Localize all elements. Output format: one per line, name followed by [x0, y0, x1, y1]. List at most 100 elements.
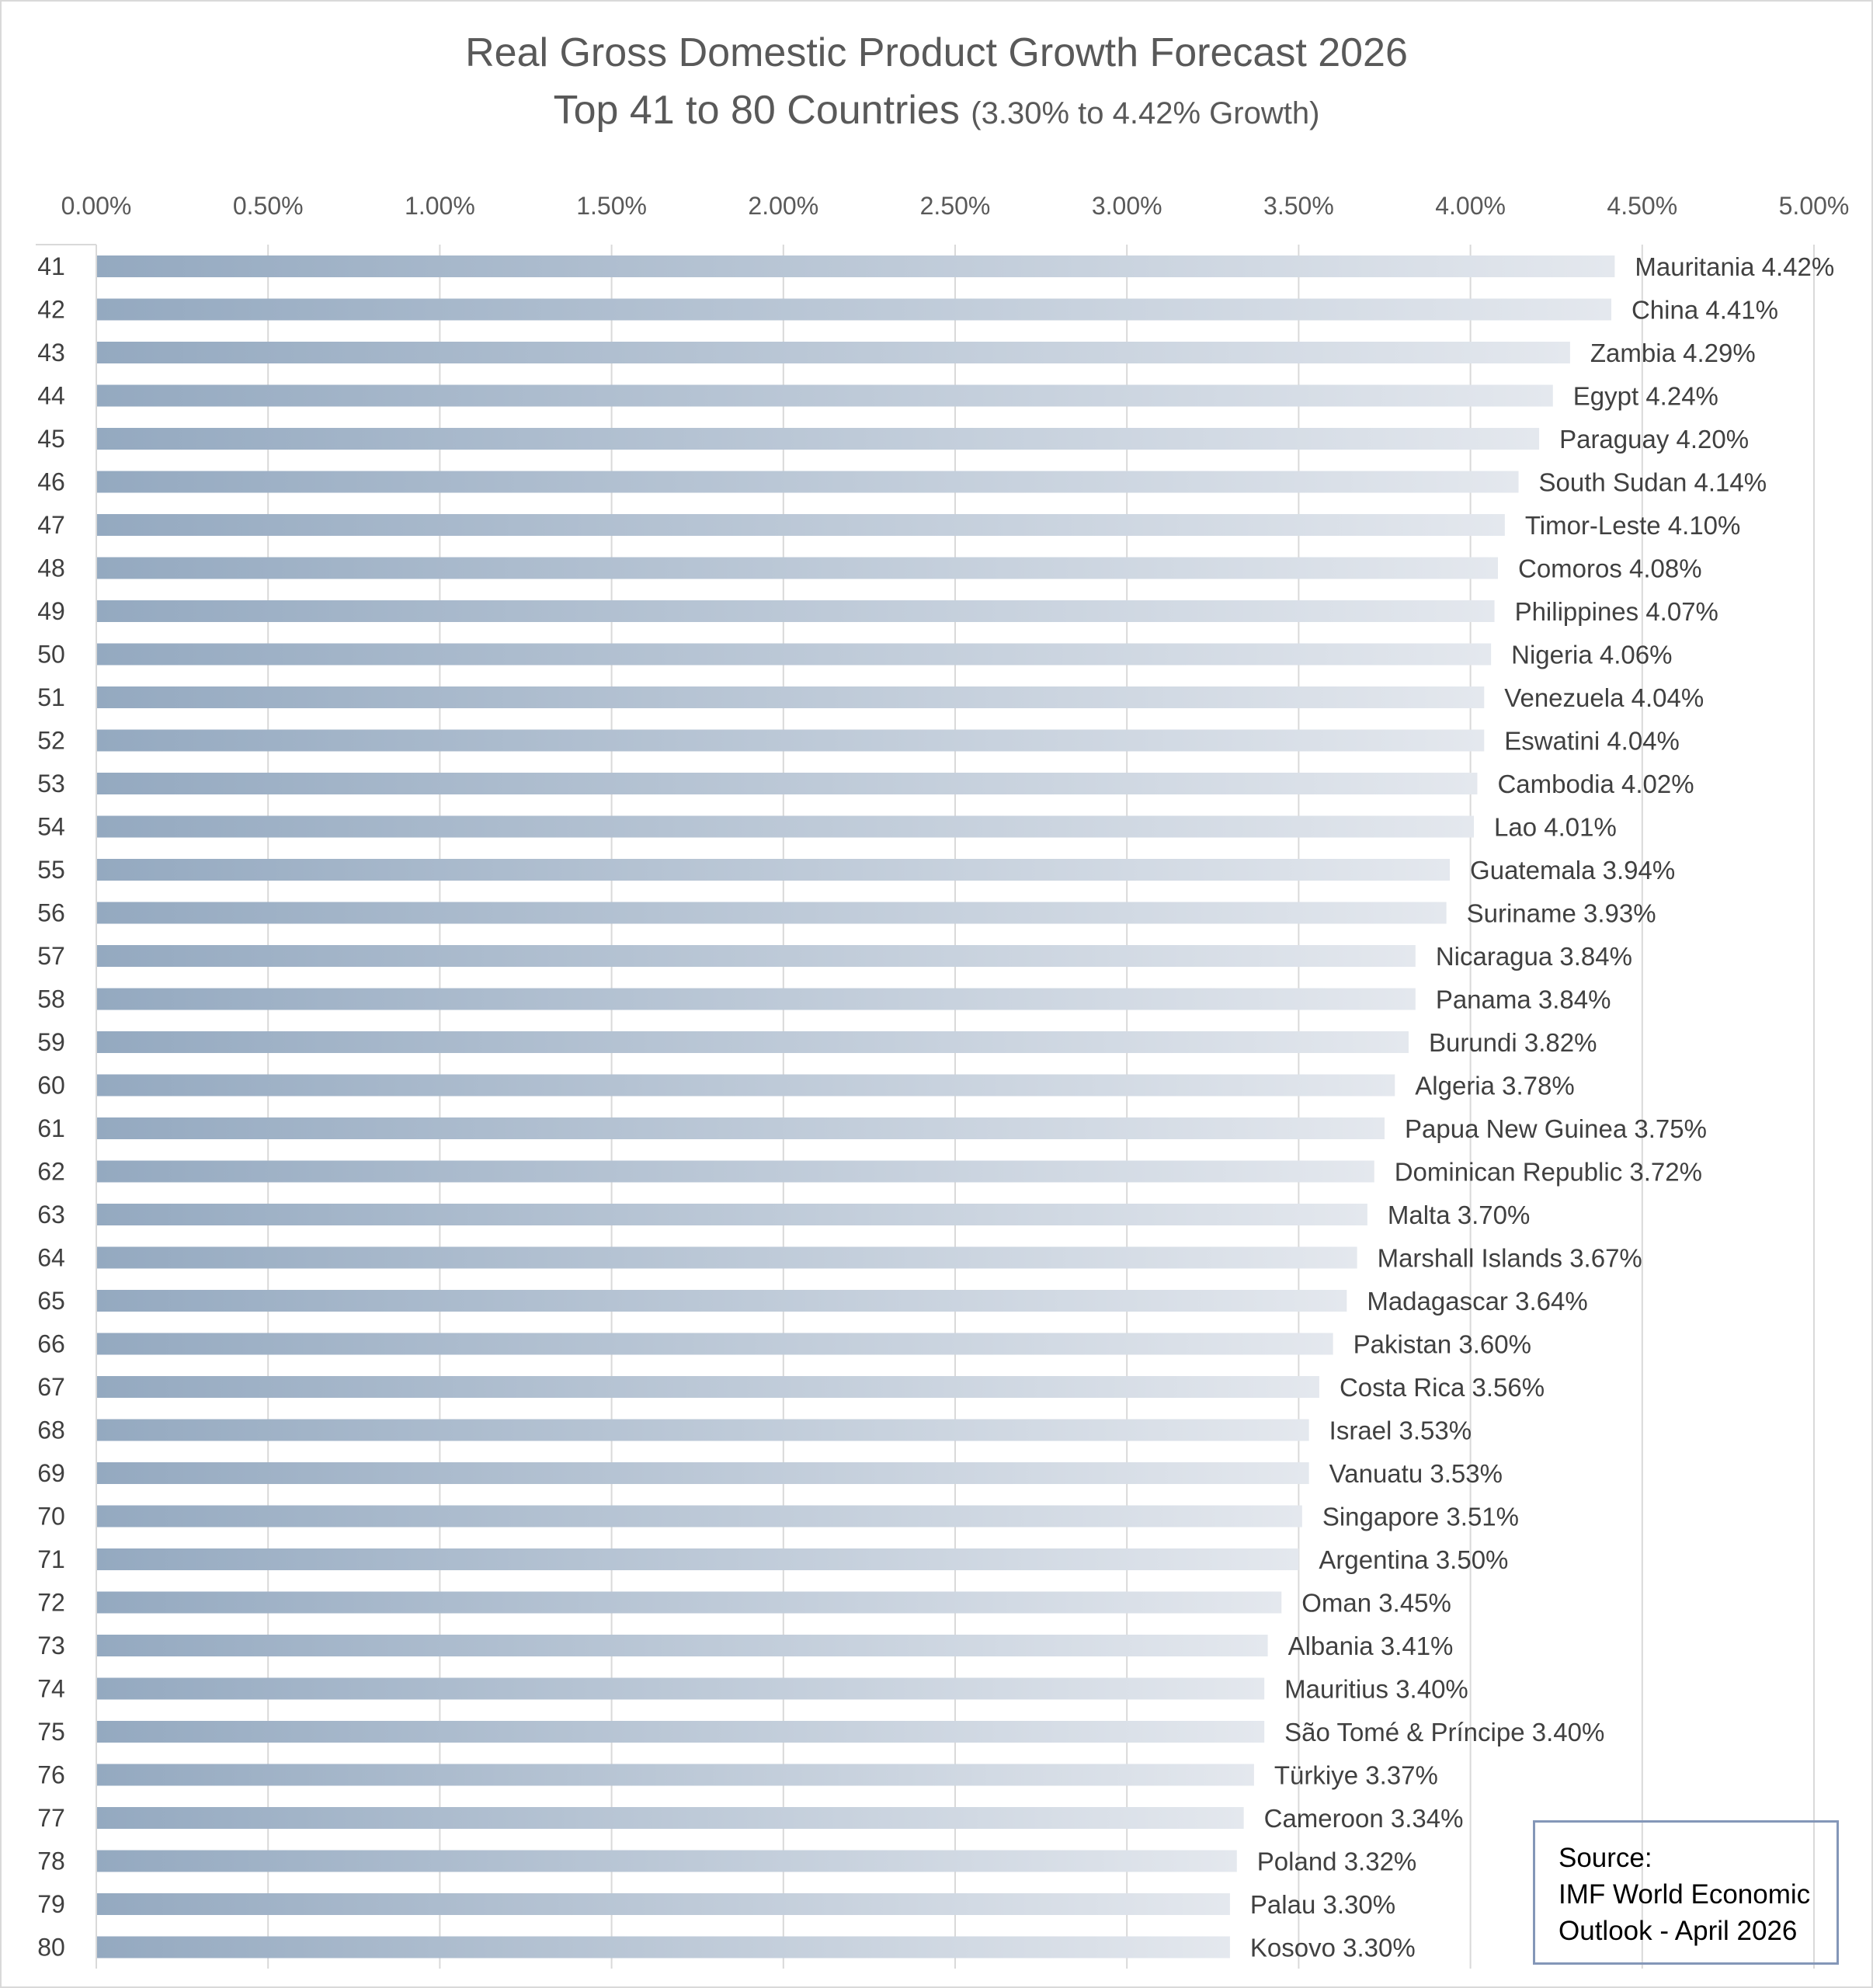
data-label: Papua New Guinea 3.75% [1405, 1114, 1707, 1143]
rank-label: 66 [37, 1330, 65, 1358]
bar [97, 988, 1416, 1010]
x-tick-label: 0.50% [233, 192, 304, 220]
data-label: South Sudan 4.14% [1539, 468, 1767, 497]
rank-label: 76 [37, 1761, 65, 1789]
data-label: Philippines 4.07% [1515, 597, 1718, 626]
data-label: Marshall Islands 3.67% [1378, 1244, 1642, 1273]
rank-label: 74 [37, 1675, 65, 1703]
rank-label: 50 [37, 641, 65, 669]
bar [97, 471, 1519, 493]
data-label: Malta 3.70% [1388, 1201, 1530, 1229]
data-label: Nigeria 4.06% [1511, 641, 1672, 669]
bar [97, 1850, 1237, 1872]
x-tick-label: 1.00% [405, 192, 475, 220]
rank-label: 61 [37, 1114, 65, 1142]
x-tick-label: 2.00% [748, 192, 818, 220]
data-label: Oman 3.45% [1301, 1589, 1451, 1618]
bar [97, 1333, 1333, 1355]
data-label: China 4.41% [1631, 296, 1778, 325]
rank-label: 41 [37, 252, 65, 280]
bar [97, 1764, 1254, 1786]
rank-label: 68 [37, 1416, 65, 1444]
bar [97, 1505, 1302, 1527]
rank-label: 44 [37, 382, 65, 410]
bar [97, 384, 1553, 407]
data-label: Egypt 4.24% [1573, 382, 1718, 411]
bar [97, 342, 1570, 363]
rank-label: 57 [37, 942, 65, 970]
rank-label: 43 [37, 339, 65, 367]
data-label: Argentina 3.50% [1319, 1545, 1508, 1574]
data-label: Dominican Republic 3.72% [1395, 1158, 1702, 1187]
bar [97, 945, 1416, 967]
rank-label: 63 [37, 1201, 65, 1229]
rank-label: 75 [37, 1718, 65, 1746]
bar [97, 1246, 1357, 1269]
bar [97, 600, 1495, 622]
rank-label: 62 [37, 1158, 65, 1186]
bar [97, 902, 1447, 924]
bar [97, 1677, 1265, 1700]
data-label: Guatemala 3.94% [1470, 856, 1675, 885]
x-tick-label: 4.00% [1435, 192, 1506, 220]
bar [97, 686, 1485, 708]
data-label: Suriname 3.93% [1467, 899, 1656, 928]
rank-label: 55 [37, 856, 65, 884]
bar [97, 557, 1498, 579]
chart-subtitle: Top 41 to 80 Countries (3.30% to 4.42% G… [0, 87, 1873, 134]
subtitle-main: Top 41 to 80 Countries [553, 88, 960, 133]
bar [97, 1548, 1299, 1570]
bar [97, 1031, 1409, 1053]
bar [97, 1290, 1347, 1312]
bar [97, 298, 1611, 321]
rank-label: 58 [37, 985, 65, 1013]
bar [97, 773, 1478, 794]
rank-label: 60 [37, 1072, 65, 1100]
bar [97, 1117, 1385, 1139]
bar [97, 1893, 1230, 1915]
x-tick-label: 0.00% [61, 192, 132, 220]
chart-title: Real Gross Domestic Product Growth Forec… [465, 30, 1408, 75]
bar [97, 729, 1485, 752]
subtitle-note: (3.30% to 4.42% Growth) [971, 96, 1320, 130]
bar [97, 1635, 1268, 1656]
bar [97, 1936, 1230, 1958]
rank-label: 78 [37, 1847, 65, 1875]
bar [97, 859, 1451, 881]
data-label: Poland 3.32% [1257, 1847, 1417, 1876]
data-label: Paraguay 4.20% [1559, 425, 1749, 454]
data-label: Pakistan 3.60% [1353, 1330, 1531, 1359]
rank-label: 47 [37, 511, 65, 539]
data-label: Palau 3.30% [1250, 1890, 1395, 1919]
data-label: Türkiye 3.37% [1274, 1761, 1438, 1790]
data-label: Madagascar 3.64% [1367, 1287, 1587, 1315]
rank-label: 59 [37, 1028, 65, 1056]
rank-label: 64 [37, 1244, 65, 1272]
rank-label: 65 [37, 1287, 65, 1315]
data-label: Panama 3.84% [1436, 985, 1611, 1014]
data-label: Eswatini 4.04% [1504, 727, 1680, 756]
rank-label: 70 [37, 1503, 65, 1531]
data-label: Cameroon 3.34% [1264, 1804, 1464, 1833]
data-label: Algeria 3.78% [1415, 1072, 1574, 1100]
rank-label: 73 [37, 1632, 65, 1660]
rank-label: 45 [37, 425, 65, 453]
bar [97, 1204, 1367, 1225]
bar [97, 1376, 1319, 1398]
rank-label: 77 [37, 1804, 65, 1832]
data-label: Costa Rica 3.56% [1340, 1373, 1545, 1402]
x-tick-label: 3.50% [1263, 192, 1334, 220]
bar [97, 1462, 1309, 1484]
rank-label: 69 [37, 1459, 65, 1487]
rank-label: 53 [37, 770, 65, 798]
x-tick-label: 2.50% [920, 192, 991, 220]
rank-label: 72 [37, 1589, 65, 1617]
data-label: Vanuatu 3.53% [1329, 1459, 1503, 1488]
source-line-3: Outlook - April 2026 [1559, 1916, 1798, 1946]
data-label: Singapore 3.51% [1322, 1503, 1519, 1531]
data-label: Albania 3.41% [1288, 1632, 1454, 1660]
data-label: Venezuela 4.04% [1504, 683, 1704, 712]
rank-label: 42 [37, 296, 65, 324]
